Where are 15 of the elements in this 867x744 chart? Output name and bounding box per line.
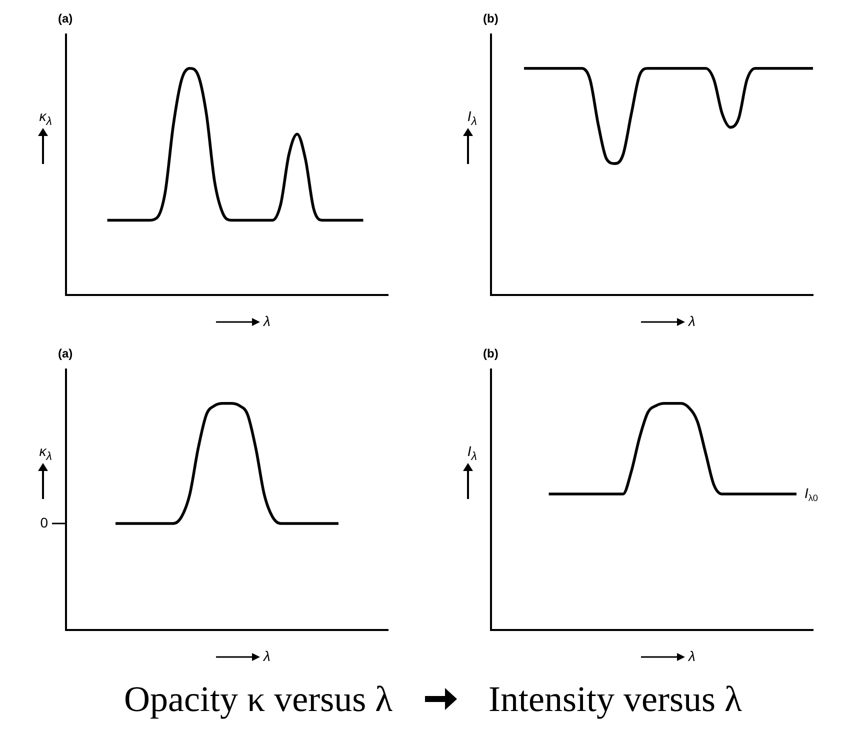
y-axis-title: κ$_{λ}$	[38, 108, 52, 128]
text: Opacity κ versus λ	[124, 678, 393, 720]
x-axis-title: λ	[264, 648, 270, 664]
chart-title: (b)	[483, 346, 498, 361]
text: Intensity versus λ	[488, 678, 742, 720]
y-axis-title: I$_{λ}$	[466, 443, 477, 463]
chart-title: (a)	[58, 346, 73, 361]
y-axis-title: I$_{λ}$	[466, 108, 477, 128]
chart-title: (b)	[483, 12, 498, 26]
chart-title: (a)	[58, 12, 73, 26]
x-axis-title: λ	[688, 313, 696, 329]
x-axis-title: λ	[688, 648, 696, 664]
x-axis-title: λ	[264, 313, 270, 329]
y-axis-title: κ$_{λ}$	[38, 443, 52, 463]
text: 0	[40, 514, 48, 530]
